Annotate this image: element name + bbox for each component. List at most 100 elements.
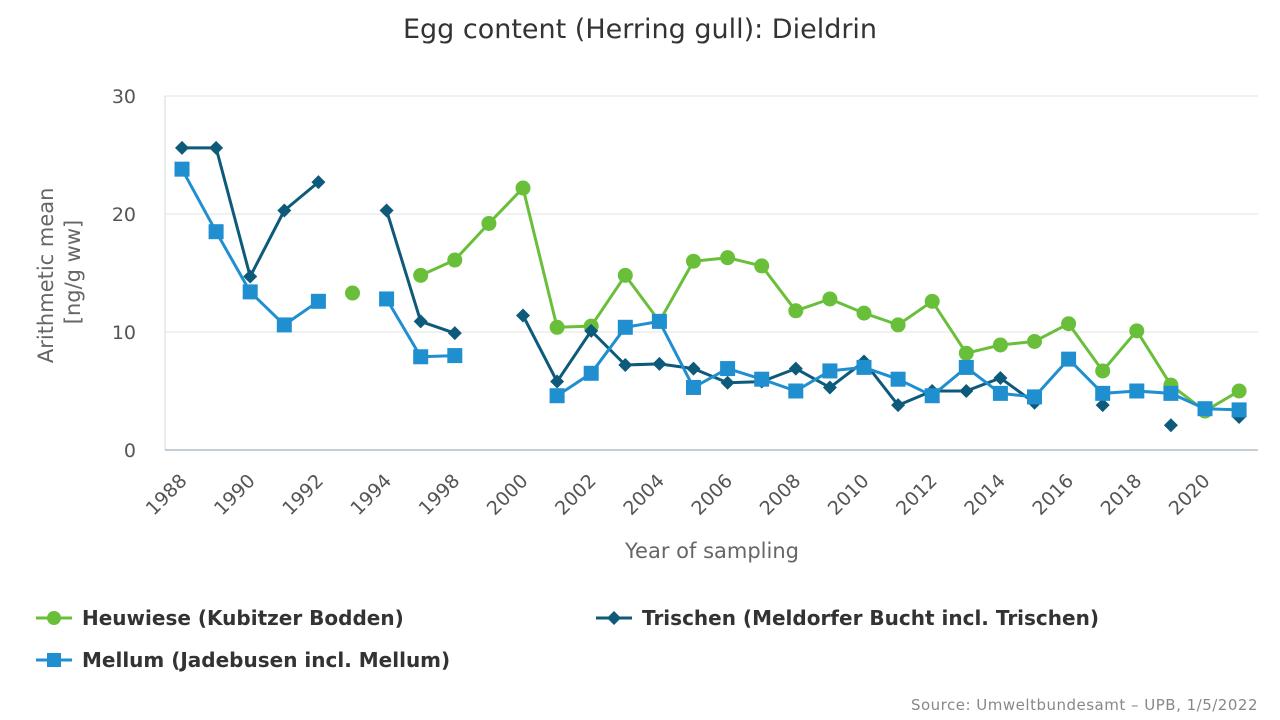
data-point <box>822 291 838 307</box>
data-point <box>1129 383 1145 399</box>
data-point <box>242 284 258 300</box>
legend-item-trischen[interactable]: Trischen (Meldorfer Bucht incl. Trischen… <box>596 606 1099 630</box>
x-tick-label: 2012 <box>892 470 942 520</box>
legend-marker-square-icon <box>36 653 72 667</box>
data-point <box>788 383 804 399</box>
data-point <box>992 337 1008 353</box>
x-tick-label: 2016 <box>1028 470 1078 520</box>
series-line <box>182 146 320 278</box>
x-tick-label: 2008 <box>756 470 806 520</box>
data-point <box>243 269 258 284</box>
y-tick-label: 0 <box>124 440 136 462</box>
data-point <box>754 371 770 387</box>
data-point <box>890 317 906 333</box>
data-point <box>856 305 872 321</box>
data-point <box>174 161 190 177</box>
gridlines <box>164 95 1258 451</box>
data-point <box>413 267 429 283</box>
y-tick-label: 20 <box>112 204 136 226</box>
data-point <box>549 319 565 335</box>
data-point <box>686 361 701 376</box>
legend-item-mellum[interactable]: Mellum (Jadebusen incl. Mellum) <box>36 648 450 672</box>
data-point <box>617 267 633 283</box>
data-point <box>686 253 701 269</box>
data-point <box>1061 351 1077 367</box>
data-point <box>958 359 974 375</box>
data-point <box>447 326 462 341</box>
series-2 <box>174 161 1247 418</box>
data-point <box>1095 385 1111 401</box>
x-tick-label: 2010 <box>824 470 874 520</box>
data-point <box>618 358 633 373</box>
data-point <box>958 345 974 361</box>
data-point <box>515 180 531 196</box>
data-point <box>993 371 1008 386</box>
data-point <box>720 250 736 266</box>
x-tick-label: 2000 <box>483 470 533 520</box>
data-point <box>516 308 530 323</box>
data-point <box>277 203 292 218</box>
data-point <box>720 375 735 390</box>
data-point <box>583 365 599 381</box>
legend-label: Mellum (Jadebusen incl. Mellum) <box>82 648 451 672</box>
legend-marker-circle-icon <box>36 611 72 625</box>
y-axis-ticks: 0 10 20 30 <box>112 86 136 462</box>
data-point <box>924 388 940 404</box>
data-point <box>209 140 224 155</box>
data-point <box>175 140 189 155</box>
data-point <box>276 317 292 333</box>
x-tick-label: 1998 <box>415 470 465 520</box>
data-point <box>447 252 463 268</box>
data-point <box>1231 383 1247 399</box>
legend-label: Heuwiese (Kubitzer Bodden) <box>82 606 404 630</box>
x-axis-ticks: 1988 1990 1992 1994 1998 2000 2002 2004 2006 2008… <box>142 470 1215 520</box>
data-point <box>549 388 565 404</box>
legend-marker-diamond-icon <box>596 611 632 625</box>
data-point <box>1095 398 1110 413</box>
data-point <box>413 349 429 365</box>
data-point <box>822 380 837 395</box>
data-point <box>822 363 838 379</box>
source-note: Source: Umweltbundesamt – UPB, 1/5/2022 <box>910 696 1258 714</box>
data-point <box>584 323 599 338</box>
data-point <box>379 203 394 218</box>
x-tick-label: 1992 <box>278 470 328 520</box>
x-tick-label: 2004 <box>619 470 669 520</box>
data-point <box>1163 418 1178 433</box>
data-point <box>959 384 974 398</box>
series-layer <box>174 140 1247 433</box>
data-point <box>754 258 770 274</box>
x-tick-label: 1988 <box>142 470 192 520</box>
data-point <box>924 293 940 309</box>
x-tick-label: 2002 <box>551 470 601 520</box>
data-point <box>788 361 803 376</box>
data-point <box>1231 402 1247 418</box>
data-point <box>550 374 565 389</box>
data-point <box>1027 333 1042 349</box>
data-point <box>1095 363 1111 379</box>
data-point <box>856 359 872 375</box>
legend-item-heuwiese[interactable]: Heuwiese (Kubitzer Bodden) <box>36 606 404 630</box>
chart-title: Egg content (Herring gull): Dieldrin <box>402 14 878 45</box>
y-tick-label: 10 <box>112 322 136 344</box>
data-point <box>890 371 906 387</box>
data-point <box>891 398 906 413</box>
data-point <box>617 319 633 335</box>
data-point <box>310 293 326 309</box>
series-0 <box>345 180 1247 419</box>
x-tick-label: 2020 <box>1165 470 1215 520</box>
y-axis-title-line-1: Arithmetic mean <box>34 188 58 364</box>
data-point <box>1197 401 1213 417</box>
legend-label: Trischen (Meldorfer Bucht incl. Trischen… <box>642 606 1099 630</box>
series-1 <box>175 140 1247 433</box>
data-point <box>1163 385 1179 401</box>
data-point <box>788 303 804 319</box>
data-point <box>413 314 428 329</box>
x-axis-title: Year of sampling <box>624 539 799 563</box>
data-point <box>992 385 1008 401</box>
x-tick-label: 2014 <box>960 470 1010 520</box>
data-point <box>379 291 395 307</box>
data-point <box>208 224 224 240</box>
y-tick-label: 30 <box>112 86 136 108</box>
x-tick-label: 1994 <box>346 470 396 520</box>
